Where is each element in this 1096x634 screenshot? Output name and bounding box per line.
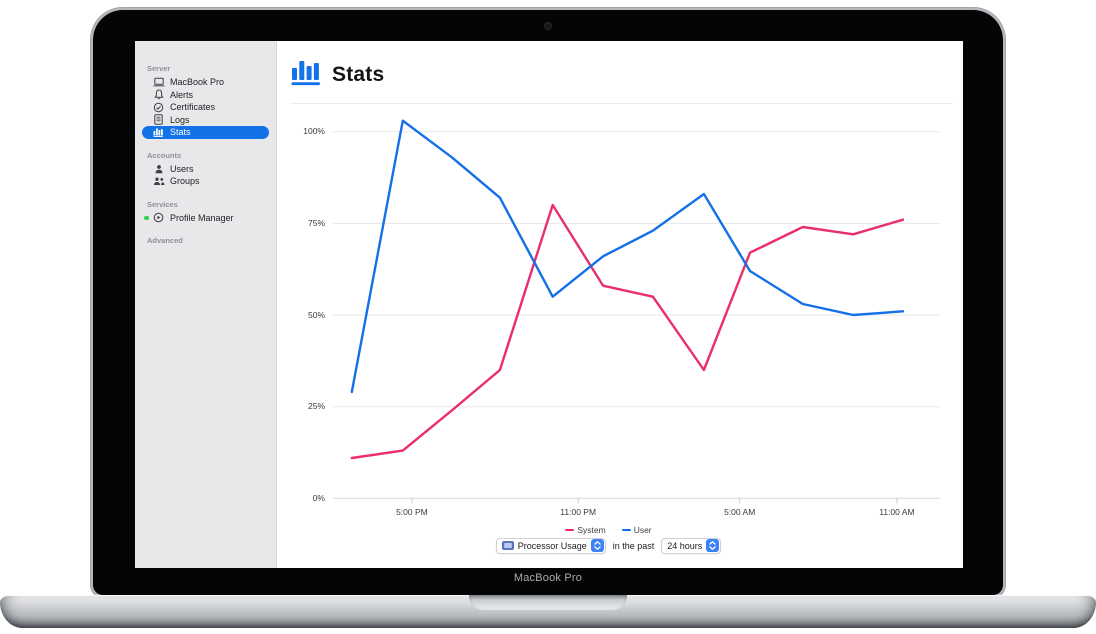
profile-manager-icon <box>152 212 165 223</box>
bar-chart-icon <box>291 58 322 91</box>
sidebar-item-label: Logs <box>170 114 190 125</box>
checkmark-seal-icon <box>152 102 165 113</box>
sidebar-section-services: Services <box>147 199 178 209</box>
sidebar-section-advanced: Advanced <box>147 236 183 245</box>
y-axis-tick-label: 0% <box>312 492 325 503</box>
macbook-frame: Server MacBook Pro Alerts <box>93 10 1003 595</box>
sidebar-item-label: Users <box>170 163 194 174</box>
x-axis-tick-label: 11:00 PM <box>560 507 597 517</box>
sidebar-item-macbook-pro[interactable]: MacBook Pro <box>142 76 269 89</box>
bezel-label: MacBook Pro <box>513 572 583 584</box>
sidebar-item-logs[interactable]: Logs <box>142 114 269 127</box>
processor-icon <box>501 540 514 552</box>
header-divider <box>290 103 953 104</box>
x-axis-tick-label: 5:00 AM <box>724 507 756 517</box>
stat-type-select[interactable]: Processor Usage <box>495 538 606 554</box>
main-content: Stats 100% 75% 50% 25% 0% 5:00 PM 11:00 … <box>277 41 963 568</box>
chart-plot <box>333 119 940 504</box>
people-icon <box>152 176 165 186</box>
sidebar-item-label: Alerts <box>170 89 194 100</box>
x-axis-tick-label: 5:00 PM <box>396 507 428 517</box>
y-axis-tick-label: 25% <box>307 401 325 412</box>
sidebar-section-server: Server <box>147 64 171 73</box>
sidebar-item-certificates[interactable]: Certificates <box>142 101 269 114</box>
legend-item-system: System <box>565 525 606 535</box>
user-line-swatch <box>621 529 631 531</box>
in-the-past-label: in the past <box>612 541 655 551</box>
bar-chart-icon <box>152 127 165 138</box>
sidebar-item-profile-manager[interactable]: Profile Manager <box>142 212 269 225</box>
sidebar-item-groups[interactable]: Groups <box>142 175 269 188</box>
y-axis-tick-label: 100% <box>303 126 325 137</box>
camera-dot <box>545 23 551 29</box>
chart-legend: System User <box>277 525 940 535</box>
macbook-base <box>0 595 1096 628</box>
laptop-icon <box>152 77 165 87</box>
cpu-usage-chart: 100% 75% 50% 25% 0% 5:00 PM 11:00 PM 5:0… <box>277 110 940 522</box>
sidebar-item-label: MacBook Pro <box>170 77 225 88</box>
y-axis-tick-label: 50% <box>307 309 325 320</box>
time-range-value: 24 hours <box>667 541 703 551</box>
y-axis-tick-label: 75% <box>307 217 325 228</box>
sidebar: Server MacBook Pro Alerts <box>135 41 277 568</box>
sidebar-item-stats[interactable]: Stats <box>142 126 269 139</box>
popup-stepper-icon <box>706 538 720 554</box>
chart-controls: Processor Usage in the past 24 hours <box>277 538 940 554</box>
popup-stepper-icon <box>590 538 604 554</box>
sidebar-item-alerts[interactable]: Alerts <box>142 89 269 102</box>
x-axis-tick-label: 11:00 AM <box>879 507 915 517</box>
status-dot-green <box>144 215 149 220</box>
person-icon <box>152 164 165 174</box>
time-range-select[interactable]: 24 hours <box>661 538 722 554</box>
base-notch <box>469 595 627 610</box>
legend-item-user: User <box>621 525 652 535</box>
screen: Server MacBook Pro Alerts <box>135 41 963 568</box>
sidebar-item-label: Groups <box>170 176 200 187</box>
sidebar-item-label: Profile Manager <box>170 212 234 223</box>
sidebar-item-users[interactable]: Users <box>142 163 269 176</box>
system-line-swatch <box>565 529 575 531</box>
legend-label: System <box>577 525 606 535</box>
bell-icon <box>152 89 165 100</box>
sidebar-item-label: Stats <box>170 127 191 138</box>
legend-label: User <box>633 525 652 535</box>
stat-type-value: Processor Usage <box>517 541 587 551</box>
sidebar-section-accounts: Accounts <box>147 150 182 160</box>
page-title: Stats <box>332 63 385 86</box>
document-icon <box>152 114 165 125</box>
sidebar-item-label: Certificates <box>170 102 216 113</box>
